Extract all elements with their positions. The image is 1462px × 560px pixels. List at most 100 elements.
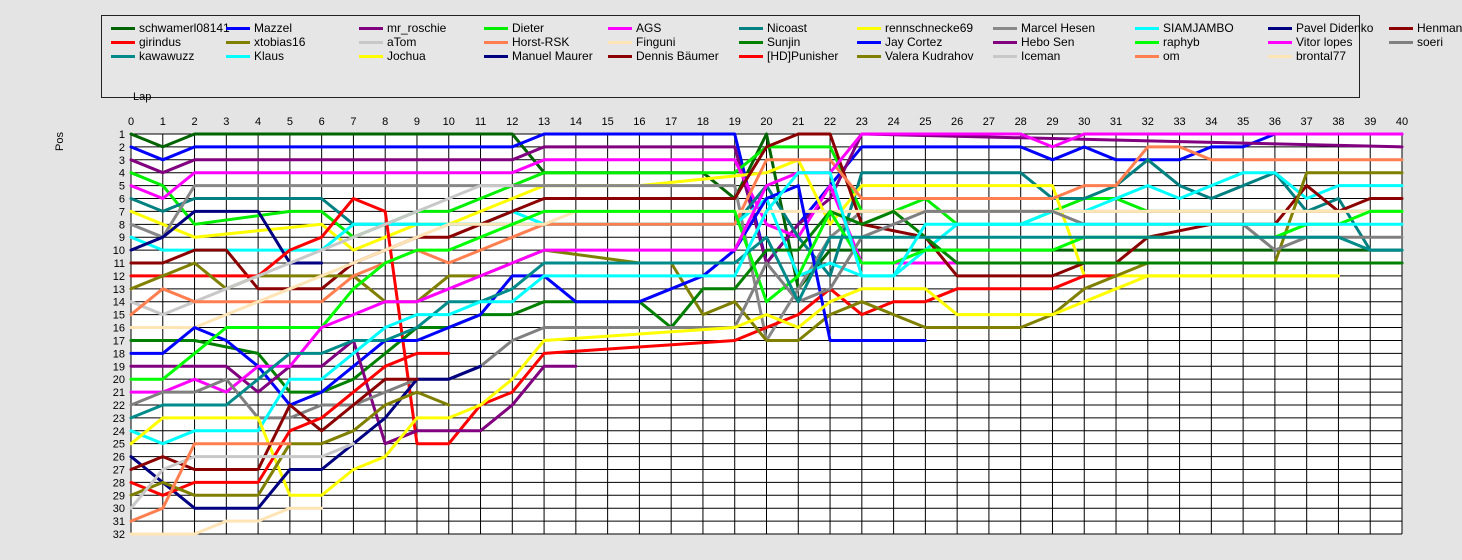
y-tick-label: 5 <box>119 181 125 193</box>
y-tick-label: 19 <box>113 361 125 373</box>
legend-swatch <box>359 41 383 44</box>
y-tick-label: 21 <box>113 387 125 399</box>
y-tick-label: 2 <box>119 142 125 154</box>
legend-label: Henman <box>1417 21 1462 35</box>
series-line <box>129 145 1404 317</box>
legend-swatch <box>111 55 135 58</box>
x-tick-label: 12 <box>506 116 518 128</box>
legend-swatch <box>111 41 135 44</box>
series-line <box>129 235 1404 420</box>
legend-swatch <box>359 55 383 58</box>
x-tick-label: 5 <box>287 116 293 128</box>
legend-label: Horst-RSK <box>512 35 570 49</box>
x-tick-label: 32 <box>1142 116 1154 128</box>
x-tick-label: 27 <box>983 116 995 128</box>
x-tick-label: 20 <box>760 116 772 128</box>
legend-label: Jay Cortez <box>885 35 943 49</box>
x-tick-label: 30 <box>1078 116 1090 128</box>
y-tick-label: 13 <box>113 284 125 296</box>
x-tick-label: 40 <box>1396 116 1408 128</box>
x-tick-label: 37 <box>1301 116 1313 128</box>
legend-swatch <box>1135 41 1159 44</box>
x-tick-label: 38 <box>1332 116 1344 128</box>
x-tick-label: 26 <box>951 116 963 128</box>
x-tick-label: 8 <box>382 116 388 128</box>
series-line <box>129 351 451 497</box>
legend-swatch <box>484 27 508 30</box>
legend-label: xtobias16 <box>254 35 306 49</box>
legend-label: Nicoast <box>767 21 808 35</box>
legend-label: AGS <box>636 21 662 35</box>
legend-label: schwamerl08141 <box>139 21 230 35</box>
y-axis-title: Pos <box>54 132 66 151</box>
legend-swatch <box>1389 41 1413 44</box>
series-line <box>129 209 324 265</box>
x-tick-label: 36 <box>1269 116 1281 128</box>
y-tick-label: 4 <box>119 168 125 180</box>
y-tick-label: 25 <box>113 439 125 451</box>
series-line <box>129 132 1404 265</box>
x-tick-label: 17 <box>665 116 677 128</box>
y-tick-label: 27 <box>113 464 125 476</box>
x-tick-label: 28 <box>1015 116 1027 128</box>
legend-swatch <box>484 41 508 44</box>
legend-label: Klaus <box>254 49 285 63</box>
legend-swatch <box>739 27 763 30</box>
legend-label: Iceman <box>1021 49 1061 63</box>
y-tick-label: 28 <box>113 477 125 489</box>
y-tick-label: 10 <box>113 245 125 257</box>
x-tick-label: 4 <box>255 116 261 128</box>
y-tick-label: 7 <box>119 206 125 218</box>
x-tick-label: 22 <box>824 116 836 128</box>
y-tick-label: 15 <box>113 310 125 322</box>
x-tick-label: 25 <box>919 116 931 128</box>
legend-label: brontal77 <box>1296 49 1347 63</box>
y-tick-label: 31 <box>113 516 125 528</box>
x-tick-label: 0 <box>128 116 134 128</box>
legend-label: aTom <box>387 35 417 49</box>
x-tick-label: 19 <box>729 116 741 128</box>
legend-swatch <box>857 27 881 30</box>
legend-swatch <box>608 55 632 58</box>
y-tick-label: 3 <box>119 155 125 167</box>
legend-label: Dieter <box>512 21 545 35</box>
series-line <box>129 506 324 536</box>
x-tick-label: 3 <box>223 116 229 128</box>
x-tick-label: 14 <box>570 116 582 128</box>
legend-label: kawawuzz <box>139 49 195 63</box>
legend-swatch <box>359 27 383 30</box>
x-tick-label: 29 <box>1046 116 1058 128</box>
series-line <box>129 184 1404 342</box>
x-tick-label: 21 <box>792 116 804 128</box>
x-axis-title: Lap <box>133 91 152 103</box>
y-tick-label: 29 <box>113 490 125 502</box>
legend-label: [HD]Punisher <box>767 49 839 63</box>
x-tick-label: 15 <box>602 116 614 128</box>
legend-swatch <box>111 27 135 30</box>
legend-label: Hebo Sen <box>1021 35 1075 49</box>
legend-label: Mazzel <box>254 21 293 35</box>
y-tick-label: 26 <box>113 452 125 464</box>
y-tick-label: 11 <box>114 258 125 270</box>
x-tick-label: 24 <box>887 116 899 128</box>
legend-swatch <box>739 41 763 44</box>
legend-swatch <box>608 27 632 30</box>
series-line <box>129 171 1404 446</box>
series-line <box>129 442 355 510</box>
legend-label: mr_roschie <box>387 21 447 35</box>
series-line <box>129 197 1118 446</box>
x-tick-label: 35 <box>1237 116 1249 128</box>
x-tick-label: 33 <box>1173 116 1185 128</box>
x-tick-label: 31 <box>1110 116 1122 128</box>
y-tick-label: 16 <box>113 323 125 335</box>
x-tick-label: 34 <box>1205 116 1217 128</box>
y-tick-label: 30 <box>113 503 125 515</box>
legend-swatch <box>993 55 1017 58</box>
x-tick-label: 13 <box>538 116 550 128</box>
legend-swatch <box>1135 55 1159 58</box>
y-tick-label: 12 <box>113 271 125 283</box>
y-tick-label: 20 <box>113 374 125 386</box>
y-tick-label: 23 <box>113 413 125 425</box>
legend-label: Valera Kudrahov <box>885 49 974 63</box>
y-tick-label: 17 <box>113 335 125 347</box>
